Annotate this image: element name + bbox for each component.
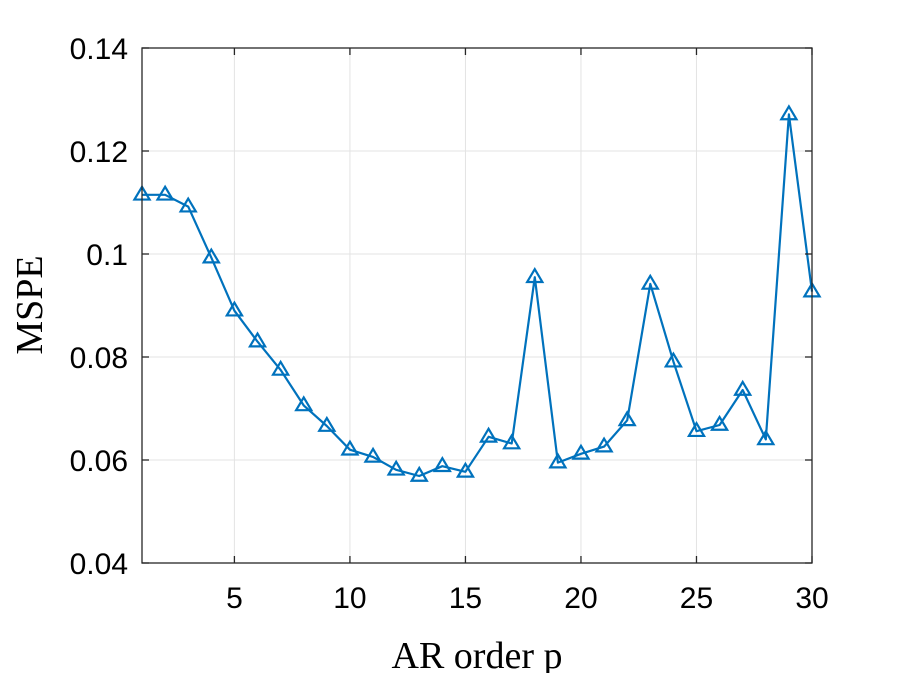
data-point-marker: [363, 446, 383, 463]
data-point-marker: [409, 465, 429, 482]
data-point-marker: [617, 410, 637, 427]
data-point-marker: [178, 196, 198, 213]
data-point-marker: [548, 452, 568, 469]
y-axis-label: MSPE: [9, 255, 51, 354]
x-tick-label: 30: [795, 582, 828, 615]
data-point-marker: [247, 331, 268, 348]
data-point-marker: [779, 104, 799, 121]
data-point-marker: [686, 421, 707, 438]
data-point-marker: [271, 359, 291, 376]
data-point-marker: [201, 247, 221, 264]
data-point-marker: [733, 379, 753, 396]
plot-background: [142, 48, 812, 563]
y-tick-label: 0.12: [70, 136, 128, 169]
data-point-marker: [340, 439, 360, 456]
data-point-marker: [571, 443, 591, 460]
x-tick-label: 5: [226, 582, 243, 615]
data-point-marker: [386, 459, 406, 476]
y-tick-label: 0.08: [70, 342, 128, 375]
x-tick-label: 20: [564, 582, 597, 615]
x-tick-label: 15: [449, 582, 482, 615]
x-tick-label: 10: [333, 582, 366, 615]
tick-labels: 5 10 15 20 25 30 0.04 0.06 0.08 0.1 0.12 0.14: [70, 33, 829, 615]
data-point-marker: [479, 426, 499, 443]
data-point-marker: [710, 414, 730, 431]
data-point-marker: [594, 436, 614, 453]
data-point-marker: [756, 429, 776, 446]
x-axis-label: AR order p: [392, 635, 563, 673]
data-point-marker: [663, 351, 683, 368]
data-point-marker: [525, 267, 545, 284]
y-tick-label: 0.1: [86, 239, 128, 272]
data-point-marker: [294, 395, 314, 412]
data-point-marker: [155, 184, 175, 201]
y-tick-label: 0.06: [70, 445, 128, 478]
data-point-marker: [455, 461, 475, 478]
data-point-marker: [317, 415, 337, 432]
axes-box: [141, 47, 813, 564]
data-point-marker: [224, 300, 244, 317]
y-tick-label: 0.04: [70, 548, 128, 581]
x-tick-label: 25: [680, 582, 713, 615]
data-point-marker: [432, 456, 452, 473]
data-point-marker: [502, 433, 522, 450]
y-tick-label: 0.14: [70, 33, 128, 66]
axes: [141, 47, 813, 564]
data-point-marker: [640, 273, 660, 290]
